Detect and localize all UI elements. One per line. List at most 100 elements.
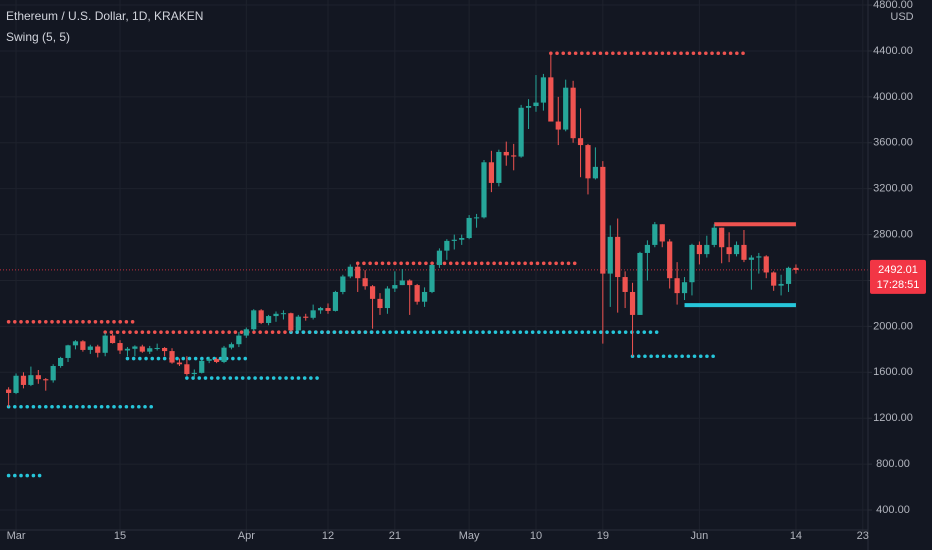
candle-body	[466, 217, 472, 239]
candle-body	[451, 239, 457, 241]
x-tick-label: May	[459, 530, 480, 542]
candle-body	[607, 236, 613, 274]
candle-body	[13, 375, 19, 393]
candle-body	[124, 348, 131, 351]
x-tick-label: Mar	[7, 530, 26, 542]
y-tick-label: 2800.00	[873, 228, 913, 240]
candle-body	[704, 244, 710, 255]
x-tick-label: 14	[790, 530, 802, 542]
candle-body	[600, 166, 606, 274]
candle-body	[429, 265, 435, 292]
candle-body	[615, 236, 621, 278]
candle-body	[659, 224, 665, 242]
candle-body	[206, 359, 212, 361]
candle-body	[748, 257, 754, 260]
candle-body	[347, 266, 353, 277]
candle-body	[570, 87, 576, 139]
candle-body	[20, 375, 27, 385]
candle-body	[161, 347, 168, 352]
candle-body	[674, 278, 680, 294]
candle-body	[518, 107, 524, 157]
candle-body	[258, 310, 264, 323]
candle-body	[340, 276, 346, 292]
candle-body	[496, 151, 502, 183]
currency-box	[884, 0, 920, 28]
candle-body	[652, 224, 658, 245]
candle-body	[785, 267, 792, 284]
candle-body	[117, 343, 123, 351]
candle-body	[273, 313, 279, 317]
candle-body	[332, 291, 339, 311]
last-price-box	[870, 259, 926, 294]
candle-body	[102, 335, 108, 353]
candle-body	[459, 238, 465, 240]
countdown-label: 17:28:51	[877, 279, 920, 291]
x-tick-label: 19	[597, 530, 609, 542]
candle-body	[139, 346, 145, 352]
candle-body	[288, 313, 294, 331]
candle-body	[50, 365, 56, 381]
candle-body	[681, 282, 688, 294]
candle-body	[548, 77, 554, 122]
x-tick-label: 12	[322, 530, 334, 542]
currency-label: USD	[890, 11, 913, 23]
candle-body	[733, 244, 740, 255]
candle-body	[169, 351, 175, 363]
candle-body	[251, 310, 257, 330]
candle-body	[622, 277, 628, 292]
last-price-label: 2492.01	[878, 264, 918, 276]
candle-body	[793, 267, 799, 270]
candle-body	[763, 256, 769, 273]
candle-body	[540, 77, 547, 103]
candle-body	[43, 379, 49, 381]
candle-body	[719, 227, 725, 248]
y-tick-label: 3600.00	[873, 137, 913, 149]
candle-body	[154, 347, 160, 349]
x-tick-label: 10	[530, 530, 542, 542]
y-tick-label: 3200.00	[873, 183, 913, 195]
candle-body	[87, 346, 93, 350]
candle-body	[667, 241, 673, 279]
candle-body	[280, 313, 287, 315]
candle-body	[28, 375, 34, 385]
candle-body	[184, 364, 190, 375]
candle-body	[481, 162, 487, 218]
candle-body	[511, 155, 517, 157]
candle-body	[592, 166, 599, 179]
candle-body	[637, 252, 643, 315]
y-tick-label: 800.00	[876, 458, 910, 470]
candle-body	[355, 266, 361, 279]
candle-body	[555, 121, 561, 130]
candle-body	[488, 162, 495, 183]
candle-body	[191, 372, 197, 375]
candle-body	[228, 344, 235, 348]
candle-body	[503, 151, 509, 156]
candle-body	[369, 286, 376, 299]
x-tick-label: 23	[857, 530, 869, 542]
candle-body	[726, 247, 732, 255]
y-tick-label: 1600.00	[873, 366, 913, 378]
candle-body	[525, 106, 532, 108]
candle-body	[132, 346, 138, 349]
candle-body	[221, 347, 227, 362]
y-tick-label: 4400.00	[873, 45, 913, 57]
chart-title: Ethereum / U.S. Dollar, 1D, KRAKEN	[6, 9, 203, 23]
x-tick-label: 15	[114, 530, 126, 542]
indicator-label: Swing (5, 5)	[6, 30, 70, 44]
candle-body	[110, 335, 116, 344]
candle-body	[711, 227, 717, 245]
candle-body	[295, 316, 301, 331]
candle-body	[325, 308, 331, 311]
candle-body	[644, 244, 650, 253]
y-tick-label: 400.00	[876, 504, 910, 516]
candle-body	[317, 308, 324, 311]
candle-body	[473, 217, 480, 219]
y-tick-label: 1200.00	[873, 412, 913, 424]
candle-body	[65, 345, 71, 358]
y-tick-label: 4800.00	[873, 0, 913, 11]
candle-body	[741, 244, 747, 260]
candle-body	[533, 102, 539, 107]
candle-body	[58, 357, 64, 366]
